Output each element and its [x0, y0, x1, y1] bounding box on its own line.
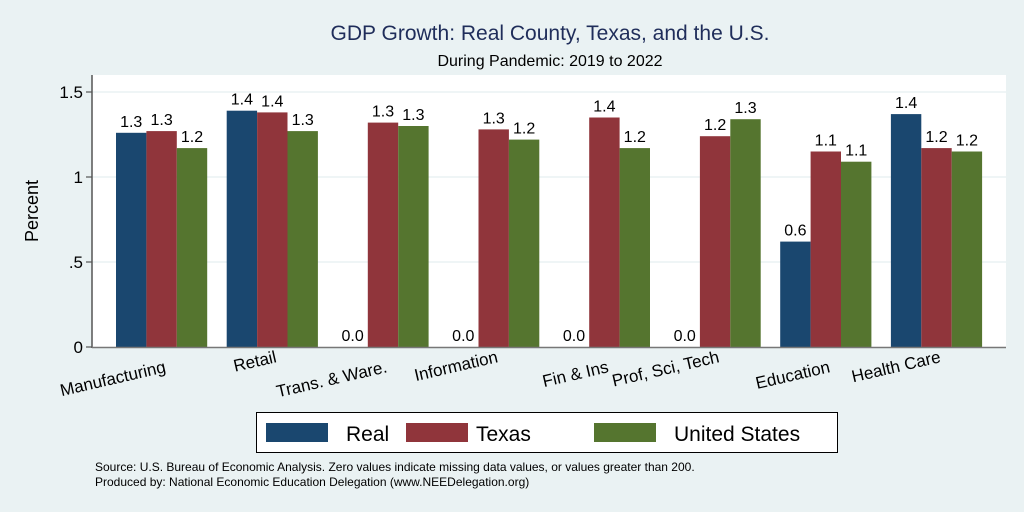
data-label: 1.1	[815, 133, 837, 150]
bar-united-states	[730, 119, 761, 347]
data-label: 1.1	[845, 143, 867, 160]
bar-united-states	[176, 148, 208, 347]
data-label: 1.2	[513, 121, 535, 138]
bar-united-states	[508, 139, 540, 347]
bar-texas	[146, 131, 177, 347]
legend-box	[256, 412, 838, 453]
bar-real	[890, 114, 922, 347]
data-label: 1.3	[150, 112, 172, 129]
source-note: Source: U.S. Bureau of Economic Analysis…	[95, 460, 695, 474]
data-label: 1.2	[181, 129, 203, 146]
bar-united-states	[619, 148, 650, 347]
x-category-label: Manufacturing	[58, 357, 167, 400]
x-category-label: Information	[412, 347, 499, 385]
legend-label: United States	[674, 423, 800, 446]
bar-united-states	[841, 161, 872, 347]
bar-texas	[478, 129, 509, 347]
y-tick-label: 0	[74, 338, 83, 357]
y-tick-label: .5	[69, 253, 83, 272]
data-label: 0.0	[563, 328, 585, 345]
data-label: 1.3	[372, 104, 394, 121]
data-label: 1.3	[292, 112, 314, 129]
y-axis-label: Percent	[22, 180, 42, 242]
data-label: 0.0	[341, 328, 363, 345]
bar-texas	[589, 117, 620, 347]
data-label: 1.4	[593, 99, 615, 116]
chart-subtitle: During Pandemic: 2019 to 2022	[437, 53, 662, 70]
legend: Real Texas United States	[256, 412, 838, 453]
x-category-label: Fin & Ins	[541, 357, 611, 391]
data-label: 0.6	[784, 223, 806, 240]
legend-swatch-texas	[406, 423, 468, 442]
data-label: 1.4	[895, 95, 917, 112]
legend-swatch-real	[266, 423, 328, 442]
bar-real	[780, 241, 811, 347]
x-category-label: Retail	[232, 347, 279, 375]
data-label: 1.2	[704, 117, 726, 134]
data-label: 1.3	[483, 110, 505, 127]
bar-texas	[699, 136, 731, 347]
bar-united-states	[951, 151, 983, 347]
bar-real	[116, 132, 147, 347]
x-category-label: Prof, Sci, Tech	[610, 347, 721, 390]
data-label: 1.2	[925, 129, 947, 146]
y-tick-label: 1	[74, 168, 83, 187]
bars	[116, 110, 983, 348]
data-label: 1.2	[624, 129, 646, 146]
chart-title: GDP Growth: Real County, Texas, and the …	[331, 22, 770, 45]
data-label: 0.0	[452, 328, 474, 345]
data-label: 1.3	[120, 114, 142, 131]
bar-texas	[257, 112, 288, 348]
data-labels: 1.3 1.3 1.2 1.4 1.4 1.3 0.0 1.3 1.3 0.0 1.3 1.2 0.0 1…	[120, 92, 978, 345]
data-label: 0.0	[674, 328, 696, 345]
bar-united-states	[287, 131, 318, 347]
data-label: 1.4	[261, 93, 283, 110]
x-category-label: Trans. & Ware.	[274, 357, 388, 401]
producer-note: Produced by: National Economic Education…	[95, 475, 529, 489]
y-axis-ticks: 0 .5 1 1.5	[59, 83, 92, 357]
bar-united-states	[398, 126, 429, 347]
data-label: 1.3	[734, 100, 756, 117]
y-tick-label: 1.5	[59, 83, 83, 102]
legend-label: Texas	[476, 423, 531, 446]
bar-texas	[810, 151, 841, 347]
legend-swatch-united-states	[594, 423, 656, 442]
x-category-label: Health Care	[850, 347, 943, 386]
data-label: 1.4	[231, 92, 253, 109]
bar-real	[226, 110, 258, 347]
bar-texas	[921, 148, 952, 347]
x-category-label: Education	[754, 357, 832, 393]
data-label: 1.2	[956, 133, 978, 150]
bar-texas	[367, 122, 399, 347]
legend-label: Real	[346, 423, 389, 446]
data-label: 1.3	[402, 107, 424, 124]
